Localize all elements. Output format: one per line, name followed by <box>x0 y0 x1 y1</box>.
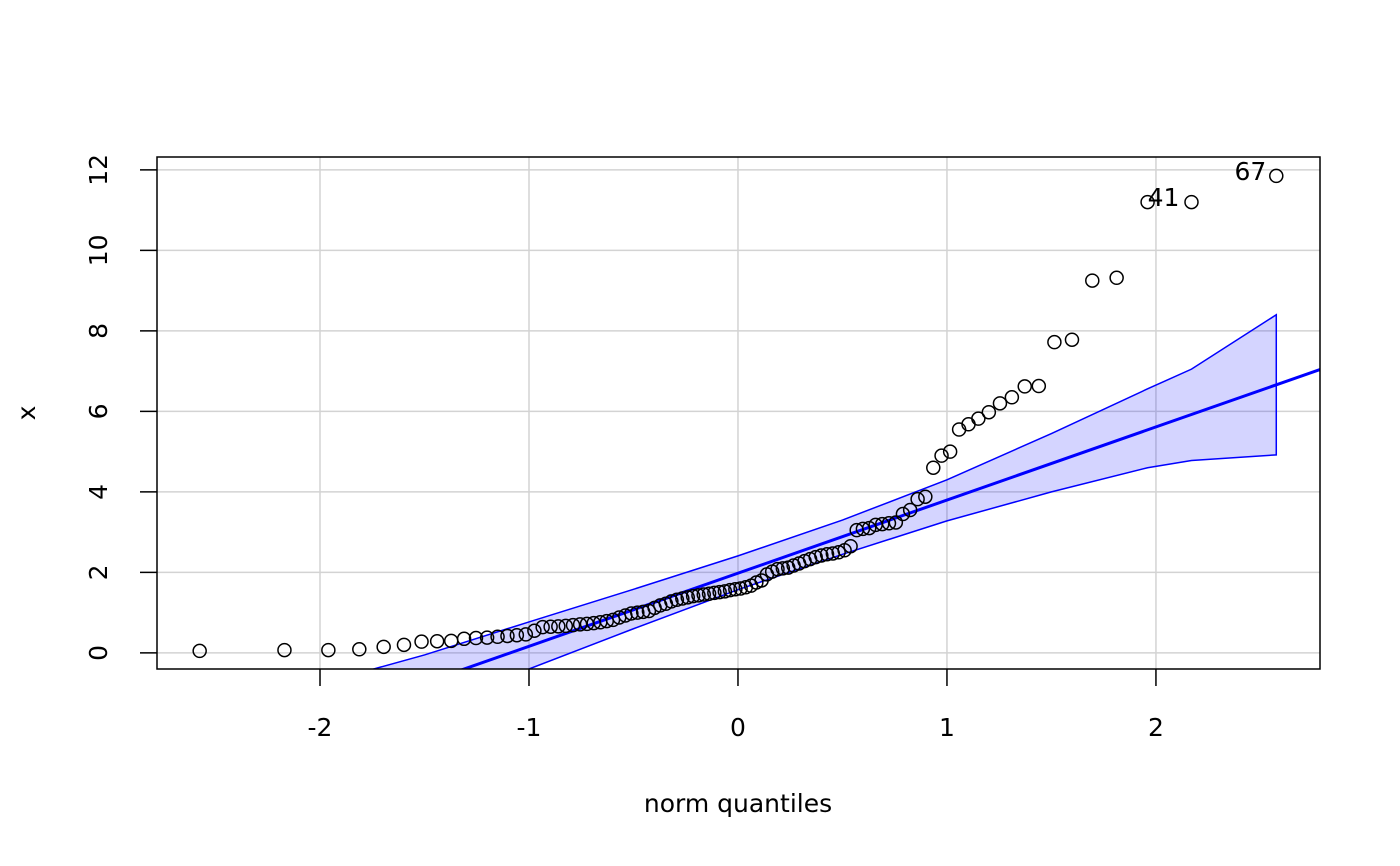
data-point <box>680 590 695 605</box>
data-point <box>518 627 534 642</box>
data-point <box>1064 332 1080 347</box>
data-point <box>551 619 566 634</box>
y-tick-label: 6 <box>84 403 113 419</box>
data-point <box>775 561 791 576</box>
data-point <box>888 515 904 530</box>
data-point <box>490 629 505 645</box>
data-point <box>934 448 949 463</box>
data-point <box>1004 390 1020 405</box>
data-point <box>910 491 925 507</box>
data-point <box>1047 334 1062 350</box>
data-point <box>712 584 727 600</box>
data-point <box>926 460 941 475</box>
data-point <box>479 630 495 645</box>
data-point <box>895 506 911 522</box>
data-point <box>396 637 412 653</box>
data-point <box>881 516 897 531</box>
data-point <box>669 592 685 608</box>
data-point <box>707 585 722 601</box>
data-point <box>527 623 542 639</box>
data-point <box>1140 194 1155 210</box>
data-point <box>605 612 621 628</box>
data-point <box>981 404 997 420</box>
data-point <box>701 586 717 601</box>
grid <box>157 157 1320 669</box>
data-point <box>565 617 581 633</box>
data-point <box>733 581 748 596</box>
data-point <box>814 548 829 563</box>
data-point <box>630 605 645 620</box>
data-point <box>414 634 429 649</box>
data-point <box>843 538 858 554</box>
data-point <box>443 633 459 649</box>
data-point <box>696 587 712 602</box>
data-point <box>1184 194 1199 210</box>
data-point <box>691 588 706 603</box>
data-point <box>321 642 336 658</box>
reference-line <box>459 368 1320 669</box>
point-label: 41 <box>1148 183 1180 212</box>
data-point <box>808 549 823 565</box>
data-point <box>192 643 207 659</box>
data-point <box>535 619 550 635</box>
data-point <box>456 631 472 647</box>
x-tick-label: -1 <box>517 713 542 742</box>
data-point <box>624 606 639 621</box>
y-tick-label: 8 <box>84 323 113 339</box>
y-tick-label: 2 <box>84 564 113 580</box>
y-tick-label: 10 <box>84 234 113 266</box>
data-point <box>558 618 574 634</box>
data-point <box>728 582 743 597</box>
y-tick-label: 0 <box>84 645 113 661</box>
y-axis-label: x <box>12 406 41 421</box>
data-point <box>819 547 835 562</box>
data-point <box>971 411 986 426</box>
data-point <box>277 642 292 658</box>
plot-area <box>370 313 1320 669</box>
data-point <box>1085 273 1100 288</box>
data-point <box>500 628 515 644</box>
data-point <box>992 396 1008 411</box>
x-tick-label: -2 <box>308 713 333 742</box>
x-axis-label: norm quantiles <box>644 789 832 818</box>
confidence-envelope <box>370 313 1278 669</box>
point-label: 67 <box>1234 157 1266 186</box>
x-tick-label: 2 <box>1148 713 1164 742</box>
data-point <box>509 627 525 643</box>
data-point <box>1017 379 1032 394</box>
data-point <box>770 561 785 577</box>
data-point <box>831 545 846 560</box>
data-point <box>855 521 871 537</box>
x-tick-label: 0 <box>730 713 746 742</box>
y-tick-label: 12 <box>84 154 113 186</box>
data-point <box>1031 378 1047 394</box>
data-point <box>352 642 367 657</box>
x-tick-label: 1 <box>939 713 955 742</box>
data-point <box>376 639 391 655</box>
data-point <box>543 619 558 634</box>
data-point <box>685 588 701 604</box>
data-point <box>942 444 958 459</box>
data-point <box>902 502 918 518</box>
y-tick-label: 4 <box>84 484 113 500</box>
data-point <box>874 516 890 532</box>
data-point <box>1269 168 1284 184</box>
data-point <box>664 594 679 609</box>
data-point <box>1109 270 1124 286</box>
data-point <box>468 630 484 646</box>
data-point <box>429 633 445 649</box>
data-point <box>722 582 738 598</box>
data-point <box>675 591 690 606</box>
data-point <box>918 489 933 504</box>
data-point <box>717 584 733 599</box>
